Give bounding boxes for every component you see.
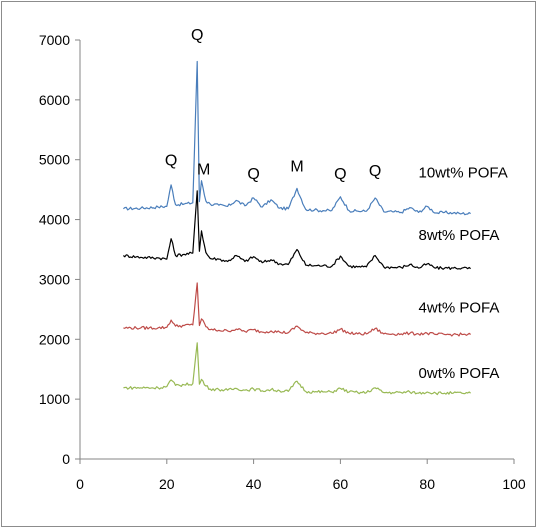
x-tick-label: 60	[333, 476, 349, 492]
y-tick-label: 4000	[39, 212, 70, 228]
peak-annotations: Q Q M Q M Q Q	[165, 27, 381, 183]
series-line-8wt-pofa	[122, 190, 471, 270]
series-line-0wt-pofa	[123, 342, 471, 396]
series-label: 8wt% POFA	[419, 227, 500, 244]
y-tick-label: 0	[62, 451, 70, 467]
y-tick-label: 1000	[39, 391, 70, 407]
y-tick-label: 5000	[39, 152, 70, 168]
y-tick-label: 3000	[39, 271, 70, 287]
peak-label: Q	[369, 163, 381, 180]
x-tick-label: 80	[419, 476, 435, 492]
peak-label: Q	[247, 166, 259, 183]
x-tick-label: 40	[246, 476, 262, 492]
series-label: 0wt% POFA	[419, 365, 500, 382]
x-tick-label: 100	[502, 476, 526, 492]
x-tick-label: 0	[76, 476, 84, 492]
series-label: 10wt% POFA	[419, 165, 508, 182]
peak-label: Q	[191, 27, 203, 44]
y-tick-label: 7000	[39, 32, 70, 48]
x-ticks: 0 20 40 60 80 100	[76, 459, 526, 492]
series-line-10wt-pofa	[123, 60, 471, 216]
series-labels: 10wt% POFA 8wt% POFA 4wt% POFA 0wt% POFA	[419, 165, 508, 383]
peak-label: M	[197, 162, 210, 179]
peak-label: Q	[334, 166, 346, 183]
peak-label: Q	[165, 153, 177, 170]
peak-label: M	[290, 159, 303, 176]
series-lines	[122, 60, 471, 396]
y-ticks: 0 1000 2000 3000 4000 5000 6000 7000	[39, 32, 80, 467]
series-line-4wt-pofa	[123, 282, 471, 337]
series-label: 4wt% POFA	[419, 299, 500, 316]
x-tick-label: 20	[159, 476, 175, 492]
y-tick-label: 6000	[39, 92, 70, 108]
y-tick-label: 2000	[39, 331, 70, 347]
axes	[79, 40, 514, 460]
